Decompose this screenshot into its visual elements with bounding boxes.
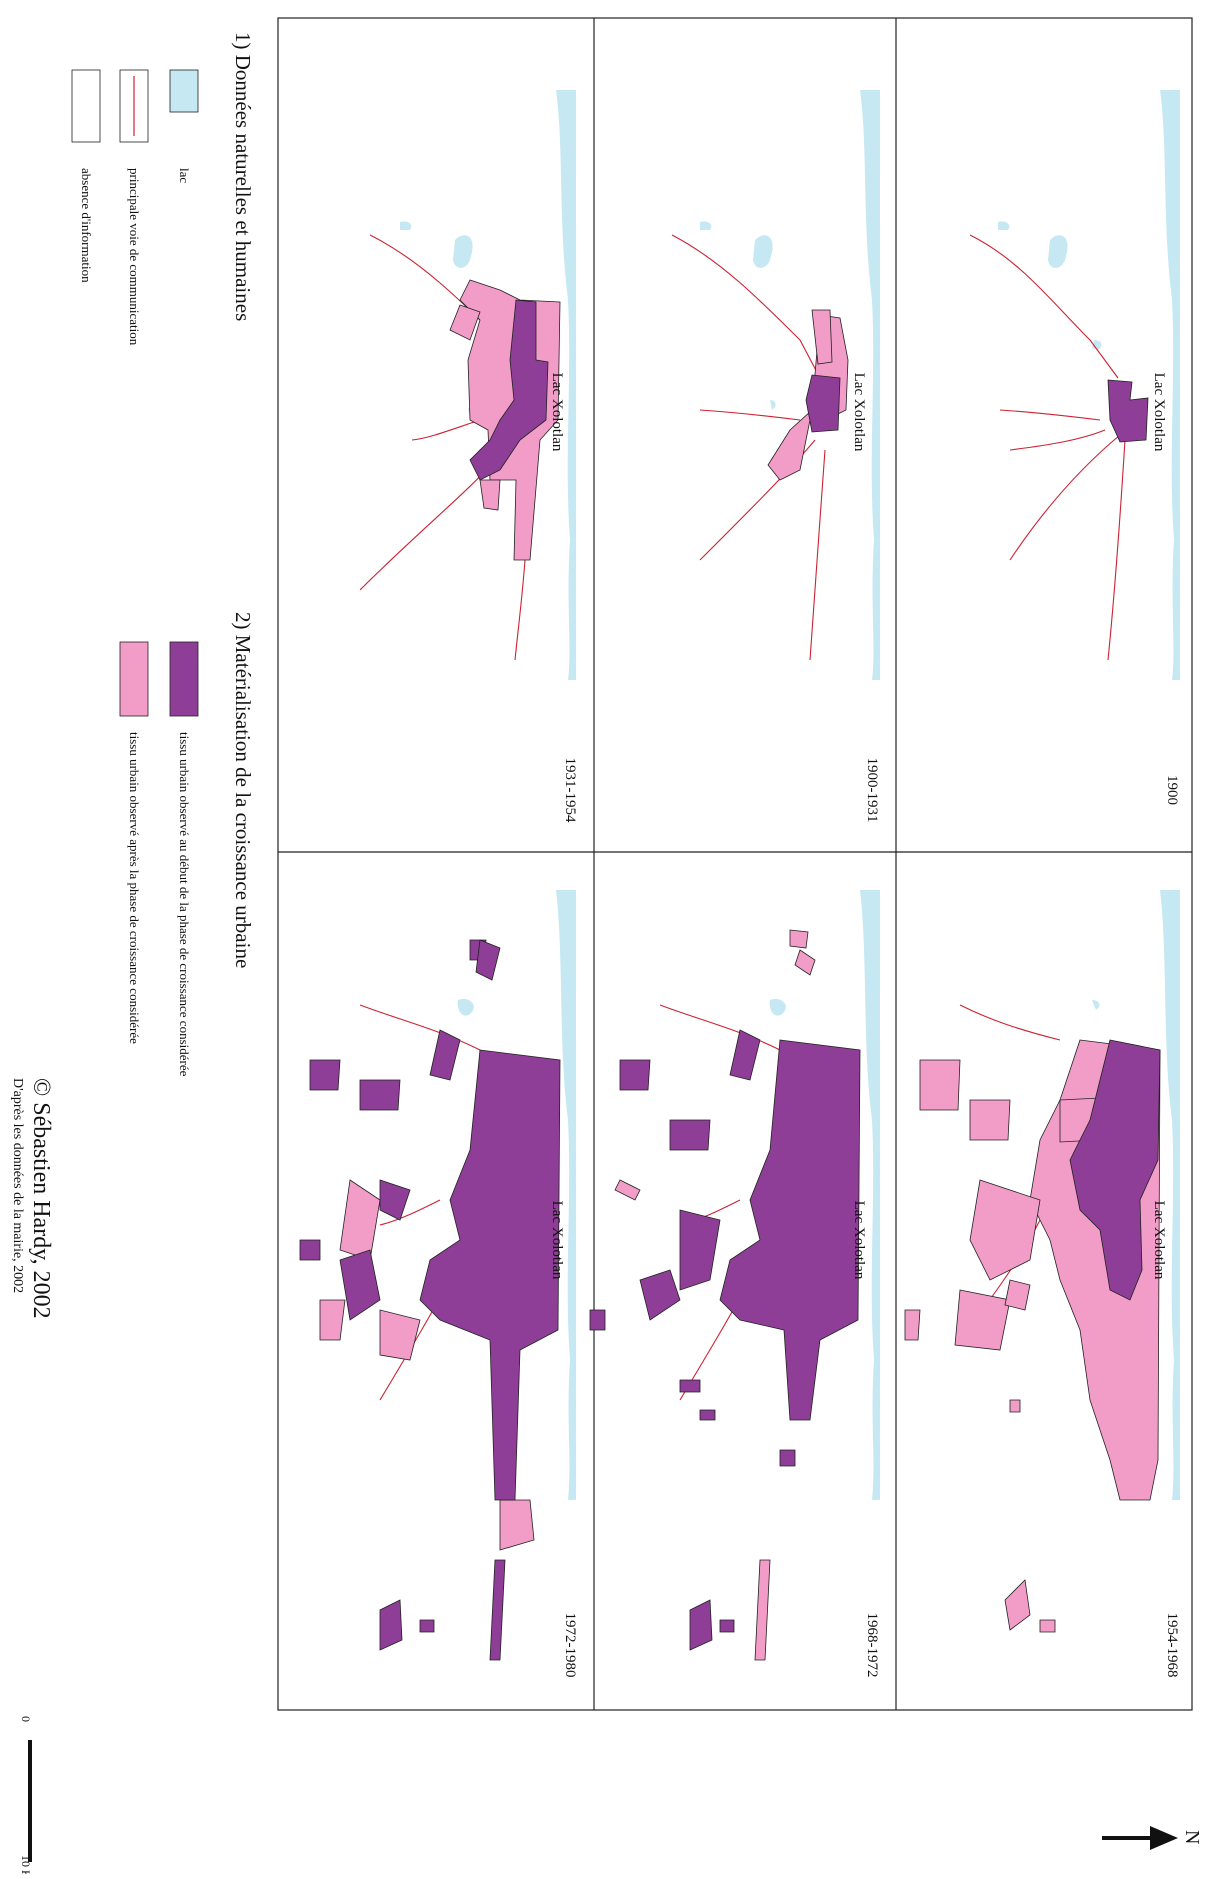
period-label: 1900-1931 — [864, 758, 880, 823]
period-label: 1972-1980 — [562, 1613, 578, 1678]
legend-lake-label: lac — [177, 168, 192, 183]
lake-label: Lac Xolotlan — [851, 1201, 867, 1280]
map-1931-1954 — [359, 90, 576, 680]
map-1968-1972 — [589, 890, 880, 1661]
map-1954-1968 — [904, 890, 1180, 1633]
lake-label: Lac Xolotlan — [1151, 1201, 1167, 1280]
legend-urban-after-swatch — [119, 641, 149, 717]
map-frame — [277, 17, 1193, 1711]
map-1900-1931 — [671, 90, 880, 680]
legend-noinfo-swatch — [71, 69, 101, 143]
legend-lake-swatch — [169, 69, 199, 113]
lake-label: Lac Xolotlan — [549, 1201, 565, 1280]
legend-urban-before-label: tissu urbain observé au début de la phas… — [177, 732, 192, 1077]
lake-label: Lac Xolotlan — [1151, 373, 1167, 452]
legend-urban-before-swatch — [169, 641, 199, 717]
legend-section2-title: 2) Matérialisation de la croissance urba… — [231, 612, 255, 968]
legend-noinfo-label: absence d'information — [79, 168, 94, 283]
north-label: N — [1181, 1830, 1203, 1844]
map-1900 — [969, 90, 1180, 680]
scale-end-label: 10 Km — [19, 1855, 33, 1874]
lake-label: Lac Xolotlan — [549, 373, 565, 452]
lake-label: Lac Xolotlan — [851, 373, 867, 452]
legend: 1) Données naturelles et humaines lac pr… — [71, 32, 255, 1077]
source-text: D'après les données de la mairie, 2002 — [10, 1078, 25, 1293]
legend-urban-after-label: tissu urbain observé après la phase de c… — [127, 732, 142, 1044]
period-label: 1954-1968 — [1164, 1613, 1180, 1678]
north-arrow: N — [1102, 1826, 1203, 1850]
scale-start-label: 0 — [19, 1716, 33, 1722]
map-1972-1980 — [299, 890, 576, 1661]
period-label: 1900 — [1164, 775, 1180, 805]
copyright-text: © Sébastien Hardy, 2002 — [28, 1078, 54, 1319]
period-label: 1931-1954 — [562, 758, 578, 823]
scale-bar: 0 10 Km — [19, 1716, 33, 1879]
legend-road-label: principale voie de communication — [127, 168, 142, 346]
period-label: 1968-1972 — [864, 1613, 880, 1678]
north-arrow-head-icon — [1150, 1826, 1178, 1850]
legend-section1-title: 1) Données naturelles et humaines — [231, 32, 255, 321]
